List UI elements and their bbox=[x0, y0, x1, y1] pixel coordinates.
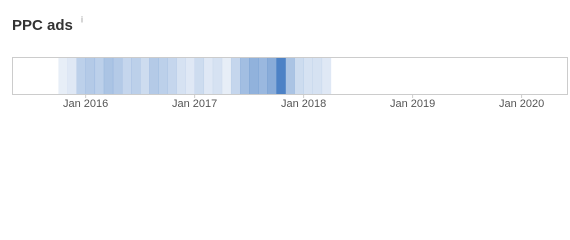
strip-cell bbox=[158, 58, 168, 94]
strip-cell bbox=[140, 58, 150, 94]
strip-cell bbox=[194, 58, 205, 94]
strip-cell bbox=[221, 58, 232, 94]
chart: PPC ads i Jan 2016 Jan 2017 Jan 2018 Jan 20… bbox=[12, 14, 568, 110]
strip-cell bbox=[167, 58, 177, 94]
strip-cell bbox=[294, 58, 304, 94]
x-tick-label: Jan 2017 bbox=[172, 98, 217, 110]
strip-cell bbox=[285, 58, 295, 94]
strip-cell bbox=[312, 58, 323, 94]
strip-cell bbox=[103, 58, 114, 94]
strip-cell bbox=[258, 58, 268, 94]
strip-cell bbox=[230, 58, 241, 94]
x-tick-label: Jan 2020 bbox=[499, 98, 544, 110]
strip-cell bbox=[267, 58, 277, 94]
chart-title: PPC ads bbox=[12, 17, 73, 34]
strip-cell bbox=[212, 58, 223, 94]
x-tick-label: Jan 2019 bbox=[390, 98, 435, 110]
strip-cell bbox=[85, 58, 96, 94]
x-tick-label: Jan 2018 bbox=[281, 98, 326, 110]
strip-cell bbox=[276, 58, 286, 94]
x-tick-label: Jan 2016 bbox=[63, 98, 108, 110]
strip-cell bbox=[112, 58, 123, 94]
strip-cell bbox=[176, 58, 186, 94]
strip-cell bbox=[249, 58, 259, 94]
strip-cell bbox=[203, 58, 214, 94]
page: PPC ads i Jan 2016 Jan 2017 Jan 2018 Jan 20… bbox=[12, 14, 568, 110]
strip-cell bbox=[321, 58, 332, 94]
strip-cell bbox=[121, 58, 132, 94]
info-icon[interactable]: i bbox=[81, 14, 83, 24]
strip-cell bbox=[94, 58, 105, 94]
strip-cell bbox=[240, 58, 250, 94]
strip-cell bbox=[303, 58, 314, 94]
strip-frame bbox=[12, 57, 568, 95]
strip-cell bbox=[149, 58, 159, 94]
strip-cell bbox=[131, 58, 141, 94]
strip-cell bbox=[185, 58, 195, 94]
strip-cell bbox=[67, 58, 77, 94]
strip-cell bbox=[58, 58, 68, 94]
strip-cell bbox=[76, 58, 86, 94]
